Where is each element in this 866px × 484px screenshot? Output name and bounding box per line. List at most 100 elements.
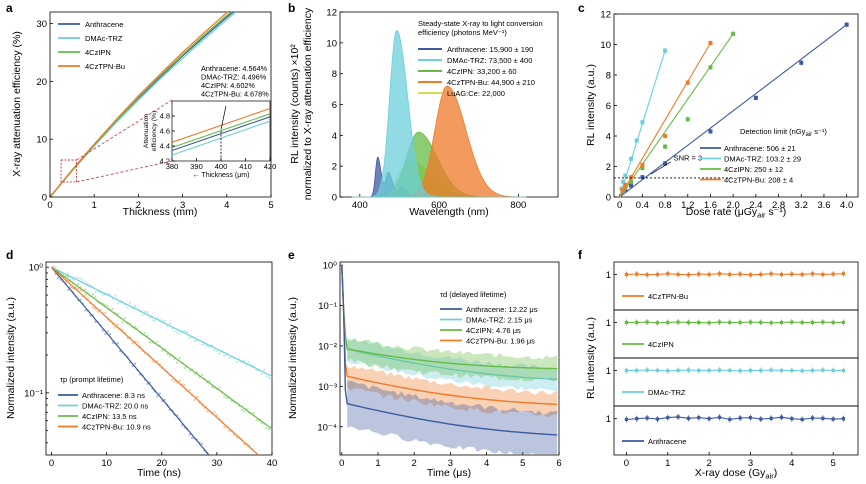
x-c-tick-label: 4.0 [840,200,853,211]
legend-label-d: DMAc-TRZ: 20.0 ns [82,402,149,411]
data-point-anthracene [821,416,825,420]
legend-label-b: Anthracene: 15,900 ± 190 [447,45,533,54]
data-point-4cztpn-bu [810,272,815,276]
legend-label-a: DMAc-TRZ [85,34,123,43]
legend-label-e: DMAc-TRZ: 2.15 μs [466,316,533,325]
annotation-text-a: Anthracene: 4.564% [201,64,268,73]
noise-band-4cztpn-bu [347,366,558,417]
legend-label-e: Anthracene: 12.22 μs [466,305,538,314]
data-point-dmac-trz [841,368,846,373]
panel-f: f X-ray dose (Gyair) RL intensity (a.u.) [578,248,777,481]
data-point-4cztpn-bu [52,265,55,268]
data-point-dmac-trz [790,368,794,373]
inset-y-tick-label: 4.8 [160,112,170,121]
plot-frame-e [339,261,560,456]
x-c-tick-label: 2.0 [727,200,740,211]
y-a-tick-label: 20 [36,77,47,88]
data-point-anthracene [163,398,166,401]
data-point-4cztpn-bu [193,398,196,401]
data-point-anthracene [697,416,701,420]
x-e-tick-label: 5 [520,458,525,469]
data-point-dmac-trz [183,329,186,333]
data-point-4cztpn-bu [728,272,732,277]
legend-label-f: 4CzTPN-Bu [648,292,688,301]
data-point-anthracene [738,416,742,420]
data-point-4czipn [111,307,114,310]
x-e-tick-label: 4 [484,458,489,469]
subplot-frame-f [613,357,859,407]
data-point-dmac-trz [69,278,72,281]
data-point-dmac-trz [717,368,722,372]
data-point-anthracene [753,95,758,100]
data-point-4cztpn-bu [114,326,117,329]
y-c-tick-label: 8 [606,71,611,82]
legend-label-e: 4CzIPN: 4.76 μs [466,326,521,335]
x-c-tick-label: 0 [617,200,622,211]
data-point-dmac-trz [635,368,639,373]
fit-line-dmac-trz [341,265,558,381]
y-d-tick-label: 10⁻¹ [24,388,43,399]
y-f-tick-label: 1 [606,414,611,425]
data-point-4cztpn-bu [655,272,660,277]
x-c-tick-label: 1.6 [704,200,717,211]
data-point-dmac-trz [640,120,645,125]
panel-label-e: e [288,248,295,262]
data-point-4czipn [106,304,109,307]
subplot-frame-f [613,261,859,311]
data-point-4cztpn-bu [195,395,199,398]
data-point-dmac-trz [260,372,263,376]
data-point-4czipn [728,320,732,325]
inset-y-tick-label: 4.6 [160,127,170,136]
data-point-dmac-trz [200,343,204,346]
data-point-4czipn [104,303,107,306]
inset-y-tick-label: 4.2 [160,157,170,166]
x-c-tick-label: 0.8 [658,200,671,211]
legend-label-a: 4CzTPN-Bu [85,62,125,71]
data-point-4czipn [629,179,634,184]
panel-d: d Time (ns) Normalized intensity (a.u.) [5,248,273,479]
x-e-tick-label: 1 [375,458,380,469]
x-c-tick-label: 0.4 [636,200,649,211]
data-point-4cztpn-bu [685,80,690,85]
x-b-tick-label: 800 [510,200,526,211]
data-point-4czipn [731,31,736,36]
data-point-4czipn [779,320,784,325]
data-point-dmac-trz [114,294,117,297]
data-point-dmac-trz [779,368,784,373]
annotation-text-a: 4CzTPN-Bu: 4.678% [201,90,269,99]
panel-label-a: a [6,1,13,15]
y-f-tick-label: 1 [606,366,611,377]
data-point-dmac-trz [166,325,169,328]
fit-line-4cztpn-bu [51,266,259,456]
annotation-text-a: DMAc-TRZ: 4.496% [201,73,267,82]
inset-line-4czipn [171,113,271,149]
data-point-4cztpn-bu [213,411,216,414]
data-point-dmac-trz [101,293,104,296]
data-point-dmac-trz [267,376,271,379]
data-point-anthracene [655,417,660,421]
data-point-anthracene [708,129,713,134]
data-point-4czipn [255,419,258,422]
legend-label-d: Anthracene: 8.3 ns [82,391,145,400]
data-point-4czipn [121,321,124,324]
y-c-tick-label: 12 [600,10,611,21]
x-axis-label-e: Time (μs) [427,467,471,479]
data-point-anthracene [799,60,804,65]
x-axis-label-d: Time (ns) [137,467,181,479]
x-d-tick-label: 30 [212,458,223,469]
data-point-dmac-trz [738,369,742,373]
data-point-4czipn [136,327,139,330]
data-point-4cztpn-bu [223,426,226,429]
data-point-4cztpn-bu [738,272,742,276]
data-point-anthracene [109,333,112,336]
y-axis-label-b: RL intensity (counts) ×10² [289,44,301,164]
data-point-anthracene [844,22,849,27]
data-point-4cztpn-bu [183,384,186,387]
fit-line-4czipn [341,265,558,370]
inset-x-tick-label: 380 [166,162,179,171]
data-point-anthracene [69,286,72,289]
inset-y-label: Attenuation [143,114,150,149]
data-point-dmac-trz [86,282,89,285]
data-point-dmac-trz [148,316,151,319]
